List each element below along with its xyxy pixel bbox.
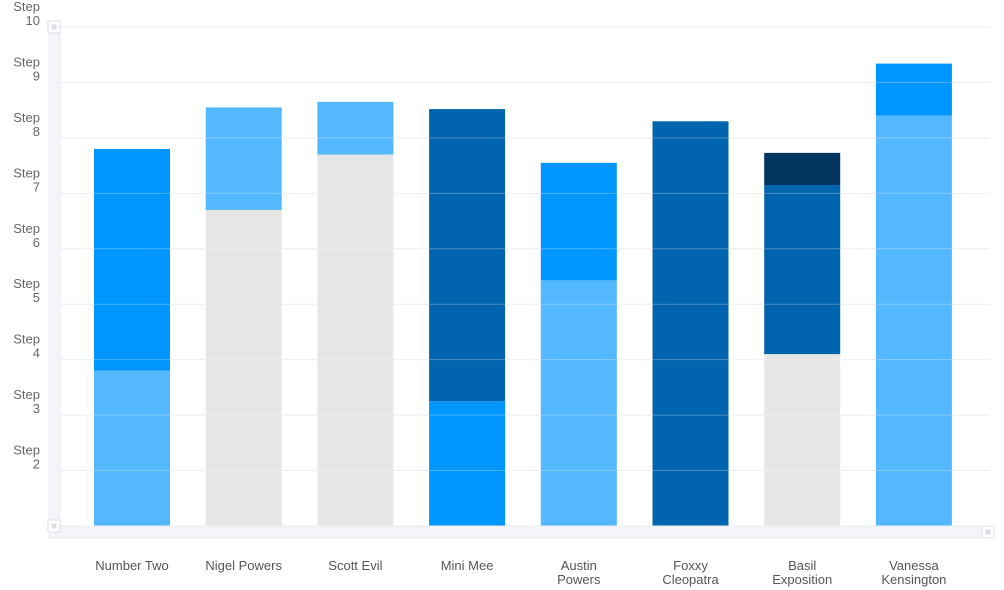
axis-frame [47, 20, 995, 539]
x-tick-label-line: Kensington [881, 572, 946, 587]
y-tick-label: Step 5 [13, 276, 40, 305]
x-tick-label-line: Powers [557, 572, 601, 587]
y-tick-label-line: 6 [33, 235, 40, 250]
bar-segment[interactable] [764, 152, 841, 186]
y-tick-label-line: Step [13, 110, 40, 125]
bar-segment[interactable] [205, 107, 282, 210]
bar-segment[interactable] [94, 148, 170, 371]
x-tick-label: Foxxy Cleopatra [662, 558, 719, 587]
x-tick-label-line: Basil [788, 558, 816, 573]
bar-stack [429, 109, 506, 526]
y-tick-label-line: Step [13, 165, 40, 180]
y-tick-label-line: Step [13, 443, 40, 458]
y-tick-label-line: 9 [33, 68, 40, 83]
x-axis-labels: Number Two Nigel Powers Scott Evil Mini Mee… [95, 558, 946, 587]
y-tick-label-line: Step [13, 54, 40, 69]
bar-segment[interactable] [540, 162, 617, 281]
grid-layer [55, 26, 990, 527]
bar-segment[interactable] [540, 280, 617, 526]
bar-segment[interactable] [205, 209, 282, 526]
y-tick-label: Step 8 [13, 110, 40, 139]
y-tick-label-line: 5 [33, 290, 40, 305]
bar-layer [94, 63, 952, 526]
x-tick-label: Austin Powers [557, 558, 601, 587]
bar-segment[interactable] [875, 115, 952, 526]
bar-stack [94, 148, 170, 526]
x-tick-label: Vanessa Kensington [881, 558, 946, 587]
y-tick-label: Step 2 [13, 443, 40, 472]
y-tick-label: Step 9 [13, 54, 40, 83]
y-tick-label-line: 8 [33, 124, 40, 139]
bar-segment[interactable] [429, 401, 506, 526]
bar-segment[interactable] [94, 370, 170, 526]
y-range-handle-top-grip [51, 24, 57, 30]
y-tick-label-line: Step [13, 0, 40, 14]
bar-segment[interactable] [317, 154, 394, 526]
bar-segment[interactable] [429, 109, 506, 402]
bar-stack [317, 101, 394, 526]
x-tick-label-line: Scott Evil [328, 558, 382, 573]
bar-segment[interactable] [317, 101, 394, 155]
x-tick-label-line: Vanessa [889, 558, 939, 573]
bar-stack [540, 162, 617, 526]
y-tick-label: Step 6 [13, 221, 40, 250]
x-tick-label-line: Nigel Powers [205, 558, 282, 573]
x-tick-label: Number Two [95, 558, 168, 573]
bar-segment[interactable] [764, 354, 841, 526]
y-range-track[interactable] [48, 26, 61, 531]
x-range-handle-right-grip [985, 529, 991, 535]
x-tick-label-line: Austin [561, 558, 597, 573]
y-tick-label-line: 7 [33, 179, 40, 194]
y-tick-label-line: Step [13, 332, 40, 347]
x-tick-label: Nigel Powers [205, 558, 282, 573]
y-tick-label: Step 10 [13, 0, 40, 28]
y-tick-label-line: 4 [33, 346, 40, 361]
y-range-handle-bottom-grip [51, 523, 57, 529]
x-range-track[interactable] [48, 525, 995, 539]
y-tick-label-line: Step [13, 387, 40, 402]
bar-segment[interactable] [875, 63, 952, 116]
y-tick-label-line: Step [13, 221, 40, 236]
y-tick-label: Step 3 [13, 387, 40, 416]
bar-stack [652, 121, 729, 526]
bar-segment[interactable] [652, 121, 729, 526]
bar-stack [205, 107, 282, 526]
y-tick-label-line: 2 [33, 457, 40, 472]
bar-stack [875, 63, 952, 526]
x-tick-label-line: Foxxy [673, 558, 708, 573]
y-tick-label-line: 3 [33, 401, 40, 416]
x-tick-label: Basil Exposition [772, 558, 832, 587]
x-tick-label: Mini Mee [441, 558, 494, 573]
x-tick-label-line: Mini Mee [441, 558, 494, 573]
y-tick-label-line: 10 [26, 13, 40, 28]
x-tick-label-line: Exposition [772, 572, 832, 587]
bar-segment[interactable] [764, 185, 841, 355]
bar-stack [764, 152, 841, 526]
x-tick-label: Scott Evil [328, 558, 382, 573]
y-tick-label: Step 4 [13, 332, 40, 361]
y-tick-label-line: Step [13, 276, 40, 291]
x-tick-label-line: Number Two [95, 558, 168, 573]
x-tick-label-line: Cleopatra [662, 572, 719, 587]
y-tick-label: Step 7 [13, 165, 40, 194]
